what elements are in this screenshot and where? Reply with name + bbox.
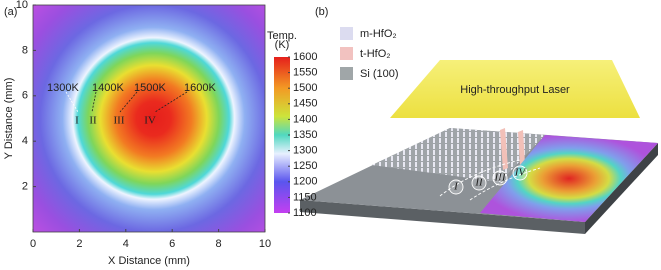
plot-frame [32, 4, 266, 233]
legend-swatch [340, 27, 353, 40]
leader-line [119, 91, 138, 113]
colorbar-tick-label: 1250 [293, 160, 317, 172]
zone-markers [448, 165, 528, 195]
legend-label: Si (100) [360, 68, 399, 80]
zone-marker [471, 175, 487, 191]
legend-label: m-HfO₂ [360, 28, 397, 40]
colorbar-tick-label: 1450 [293, 98, 317, 110]
zone-marker-label: IV [514, 167, 527, 179]
y-tick-label: 6 [22, 90, 28, 102]
y-axis-label: Y Distance (mm) [3, 78, 15, 160]
colorbar-tick-label: 1500 [293, 82, 317, 94]
isotherm-label: 1500K [134, 82, 166, 94]
zone-boundaries [439, 159, 541, 201]
zone-label: II [89, 115, 97, 127]
panel-label: (a) [4, 6, 17, 18]
zone-marker [448, 179, 464, 195]
colorbar-tick-label: 1550 [293, 67, 317, 79]
x-tick-label: 8 [216, 238, 222, 250]
zone-marker-label: II [474, 177, 484, 189]
zone-label: III [114, 115, 125, 127]
zone-boundary [439, 159, 521, 197]
laser-beam [390, 60, 640, 118]
leader-lines [65, 91, 188, 113]
heated-spot [480, 135, 658, 222]
zone-boundary [469, 167, 541, 201]
y-tick-label: 2 [22, 181, 28, 193]
zone-label: I [75, 115, 79, 127]
colorbar-title: Temp. [267, 30, 297, 42]
leader-line [65, 91, 79, 113]
legend-label: t-HfO₂ [360, 48, 391, 60]
y-tick-label: 10 [16, 0, 28, 11]
zone-marker-label: I [453, 181, 459, 193]
legend-swatch [340, 67, 353, 80]
colorbar [274, 57, 290, 213]
colorbar-tick-label: 1150 [293, 191, 317, 203]
heatmap-field [33, 5, 265, 232]
colorbar-tick-label: 1400 [293, 113, 317, 125]
pillar [500, 128, 508, 170]
colorbar-tick-label: 1350 [293, 129, 317, 141]
colorbar-title: (K) [275, 39, 290, 51]
pillar [518, 130, 525, 166]
legend-swatch [340, 47, 353, 60]
laser-label: High-throughput Laser [460, 84, 570, 96]
zone-marker-label: III [494, 172, 507, 184]
panel-label: (b) [315, 6, 328, 18]
slab-front [300, 200, 585, 234]
colorbar-tick-label: 1200 [293, 176, 317, 188]
colorbar-tick-label: 1600 [293, 51, 317, 63]
leader-line [154, 91, 188, 113]
zone-label: IV [144, 115, 156, 127]
x-tick-label: 6 [169, 238, 175, 250]
colorbar-tick-label: 1100 [293, 207, 317, 219]
isotherm-label: 1400K [92, 82, 124, 94]
isotherm-label: 1600K [184, 82, 216, 94]
zone-marker [492, 170, 508, 186]
x-tick-label: 0 [30, 238, 36, 250]
zone-marker [512, 165, 528, 181]
x-tick-label: 2 [76, 238, 82, 250]
slab-side [585, 143, 658, 234]
y-tick-label: 4 [22, 135, 28, 147]
isotherm-label: 1300K [47, 82, 79, 94]
x-tick-label: 4 [123, 238, 129, 250]
x-tick-label: 10 [259, 238, 271, 250]
colorbar-tick-label: 1300 [293, 145, 317, 157]
x-axis-label: X Distance (mm) [108, 255, 190, 267]
y-tick-label: 8 [22, 44, 28, 56]
